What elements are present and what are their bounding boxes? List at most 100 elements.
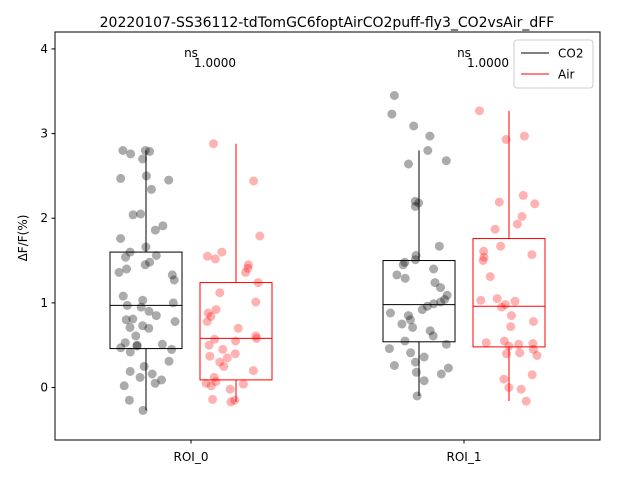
data-point-air (211, 305, 221, 315)
data-point-air (481, 338, 491, 348)
data-point-co2 (119, 381, 129, 391)
data-point-co2 (147, 369, 157, 379)
data-point-air (202, 317, 212, 326)
data-point-air (506, 311, 516, 321)
data-point-co2 (423, 146, 433, 155)
data-point-air (528, 339, 538, 348)
data-point-air (479, 252, 489, 262)
data-point-air (499, 336, 509, 346)
data-point-air (499, 374, 509, 384)
data-point-co2 (425, 326, 435, 336)
data-point-co2 (116, 343, 126, 353)
data-point-co2 (422, 301, 432, 311)
data-point-co2 (157, 375, 166, 385)
data-point-co2 (146, 184, 156, 194)
box-air (472, 238, 546, 348)
data-point-co2 (138, 154, 148, 164)
data-point-air (204, 340, 214, 350)
data-point-air (478, 256, 488, 265)
data-point-air (203, 251, 212, 261)
data-point-co2 (169, 275, 179, 285)
data-point-air (516, 384, 526, 394)
data-point-co2 (405, 315, 415, 325)
data-point-co2 (121, 252, 130, 262)
data-point-co2 (398, 260, 408, 270)
data-point-co2 (145, 146, 155, 156)
data-point-co2 (150, 225, 160, 235)
data-point-co2 (128, 314, 138, 324)
x-tick-label: ROI_1 (447, 450, 482, 464)
data-point-co2 (436, 369, 446, 379)
data-point-co2 (138, 321, 148, 331)
data-point-co2 (410, 255, 420, 265)
data-point-co2 (410, 196, 420, 206)
data-point-co2 (131, 331, 141, 341)
box-co2 (382, 260, 456, 343)
data-point-co2 (118, 146, 128, 155)
data-point-air (512, 219, 522, 229)
data-point-air (494, 197, 504, 207)
data-point-co2 (429, 264, 439, 274)
data-point-air (496, 241, 506, 251)
data-point-air (210, 254, 220, 264)
data-point-co2 (411, 251, 421, 260)
p-value-label: 1.0000 (194, 56, 236, 70)
data-point-air (230, 395, 240, 405)
data-point-co2 (400, 273, 410, 283)
data-point-co2 (118, 291, 128, 301)
data-point-co2 (144, 323, 154, 333)
data-point-co2 (138, 295, 148, 305)
data-point-air (218, 344, 228, 354)
data-point-air (248, 366, 258, 376)
data-point-air (532, 350, 542, 360)
data-point-co2 (406, 348, 416, 358)
data-point-co2 (392, 270, 402, 280)
data-point-co2 (120, 338, 130, 348)
data-point-air (475, 106, 484, 116)
data-point-air (517, 212, 527, 221)
axes-frame (54, 31, 601, 441)
data-point-co2 (128, 210, 138, 220)
data-point-co2 (164, 175, 174, 185)
data-point-co2 (138, 405, 148, 415)
data-point-air (255, 231, 265, 241)
legend-label-co2: CO2 (558, 47, 583, 61)
data-point-air (211, 377, 221, 387)
data-point-co2 (158, 221, 168, 231)
data-point-air (243, 263, 253, 273)
data-point-co2 (428, 331, 438, 341)
data-point-air (492, 294, 502, 304)
data-point-air (226, 397, 236, 407)
data-point-co2 (436, 283, 445, 293)
data-point-co2 (387, 109, 397, 119)
significance-label: ns (184, 46, 198, 60)
data-point-air (519, 131, 529, 141)
data-point-co2 (145, 257, 155, 267)
data-point-co2 (400, 257, 410, 267)
data-point-co2 (425, 131, 435, 141)
data-point-co2 (408, 322, 418, 332)
data-point-air (230, 349, 240, 359)
data-point-co2 (385, 308, 395, 318)
data-point-co2 (409, 121, 419, 131)
data-point-air (521, 396, 531, 406)
data-point-air (243, 260, 253, 270)
data-point-co2 (403, 311, 413, 321)
data-point-air (215, 288, 225, 298)
p-value-label: 1.0000 (467, 56, 509, 70)
data-point-co2 (167, 344, 177, 354)
data-point-air (209, 139, 218, 149)
data-point-co2 (434, 241, 444, 251)
data-point-air (527, 370, 537, 380)
data-point-co2 (384, 344, 394, 354)
data-point-co2 (389, 91, 399, 100)
data-point-air (210, 334, 220, 344)
data-point-co2 (124, 395, 134, 405)
data-point-co2 (144, 306, 154, 316)
data-point-air (251, 297, 261, 307)
data-point-co2 (170, 317, 180, 326)
data-point-air (506, 322, 516, 332)
y-tick-label: 4 (40, 42, 48, 56)
data-point-air (500, 300, 510, 310)
